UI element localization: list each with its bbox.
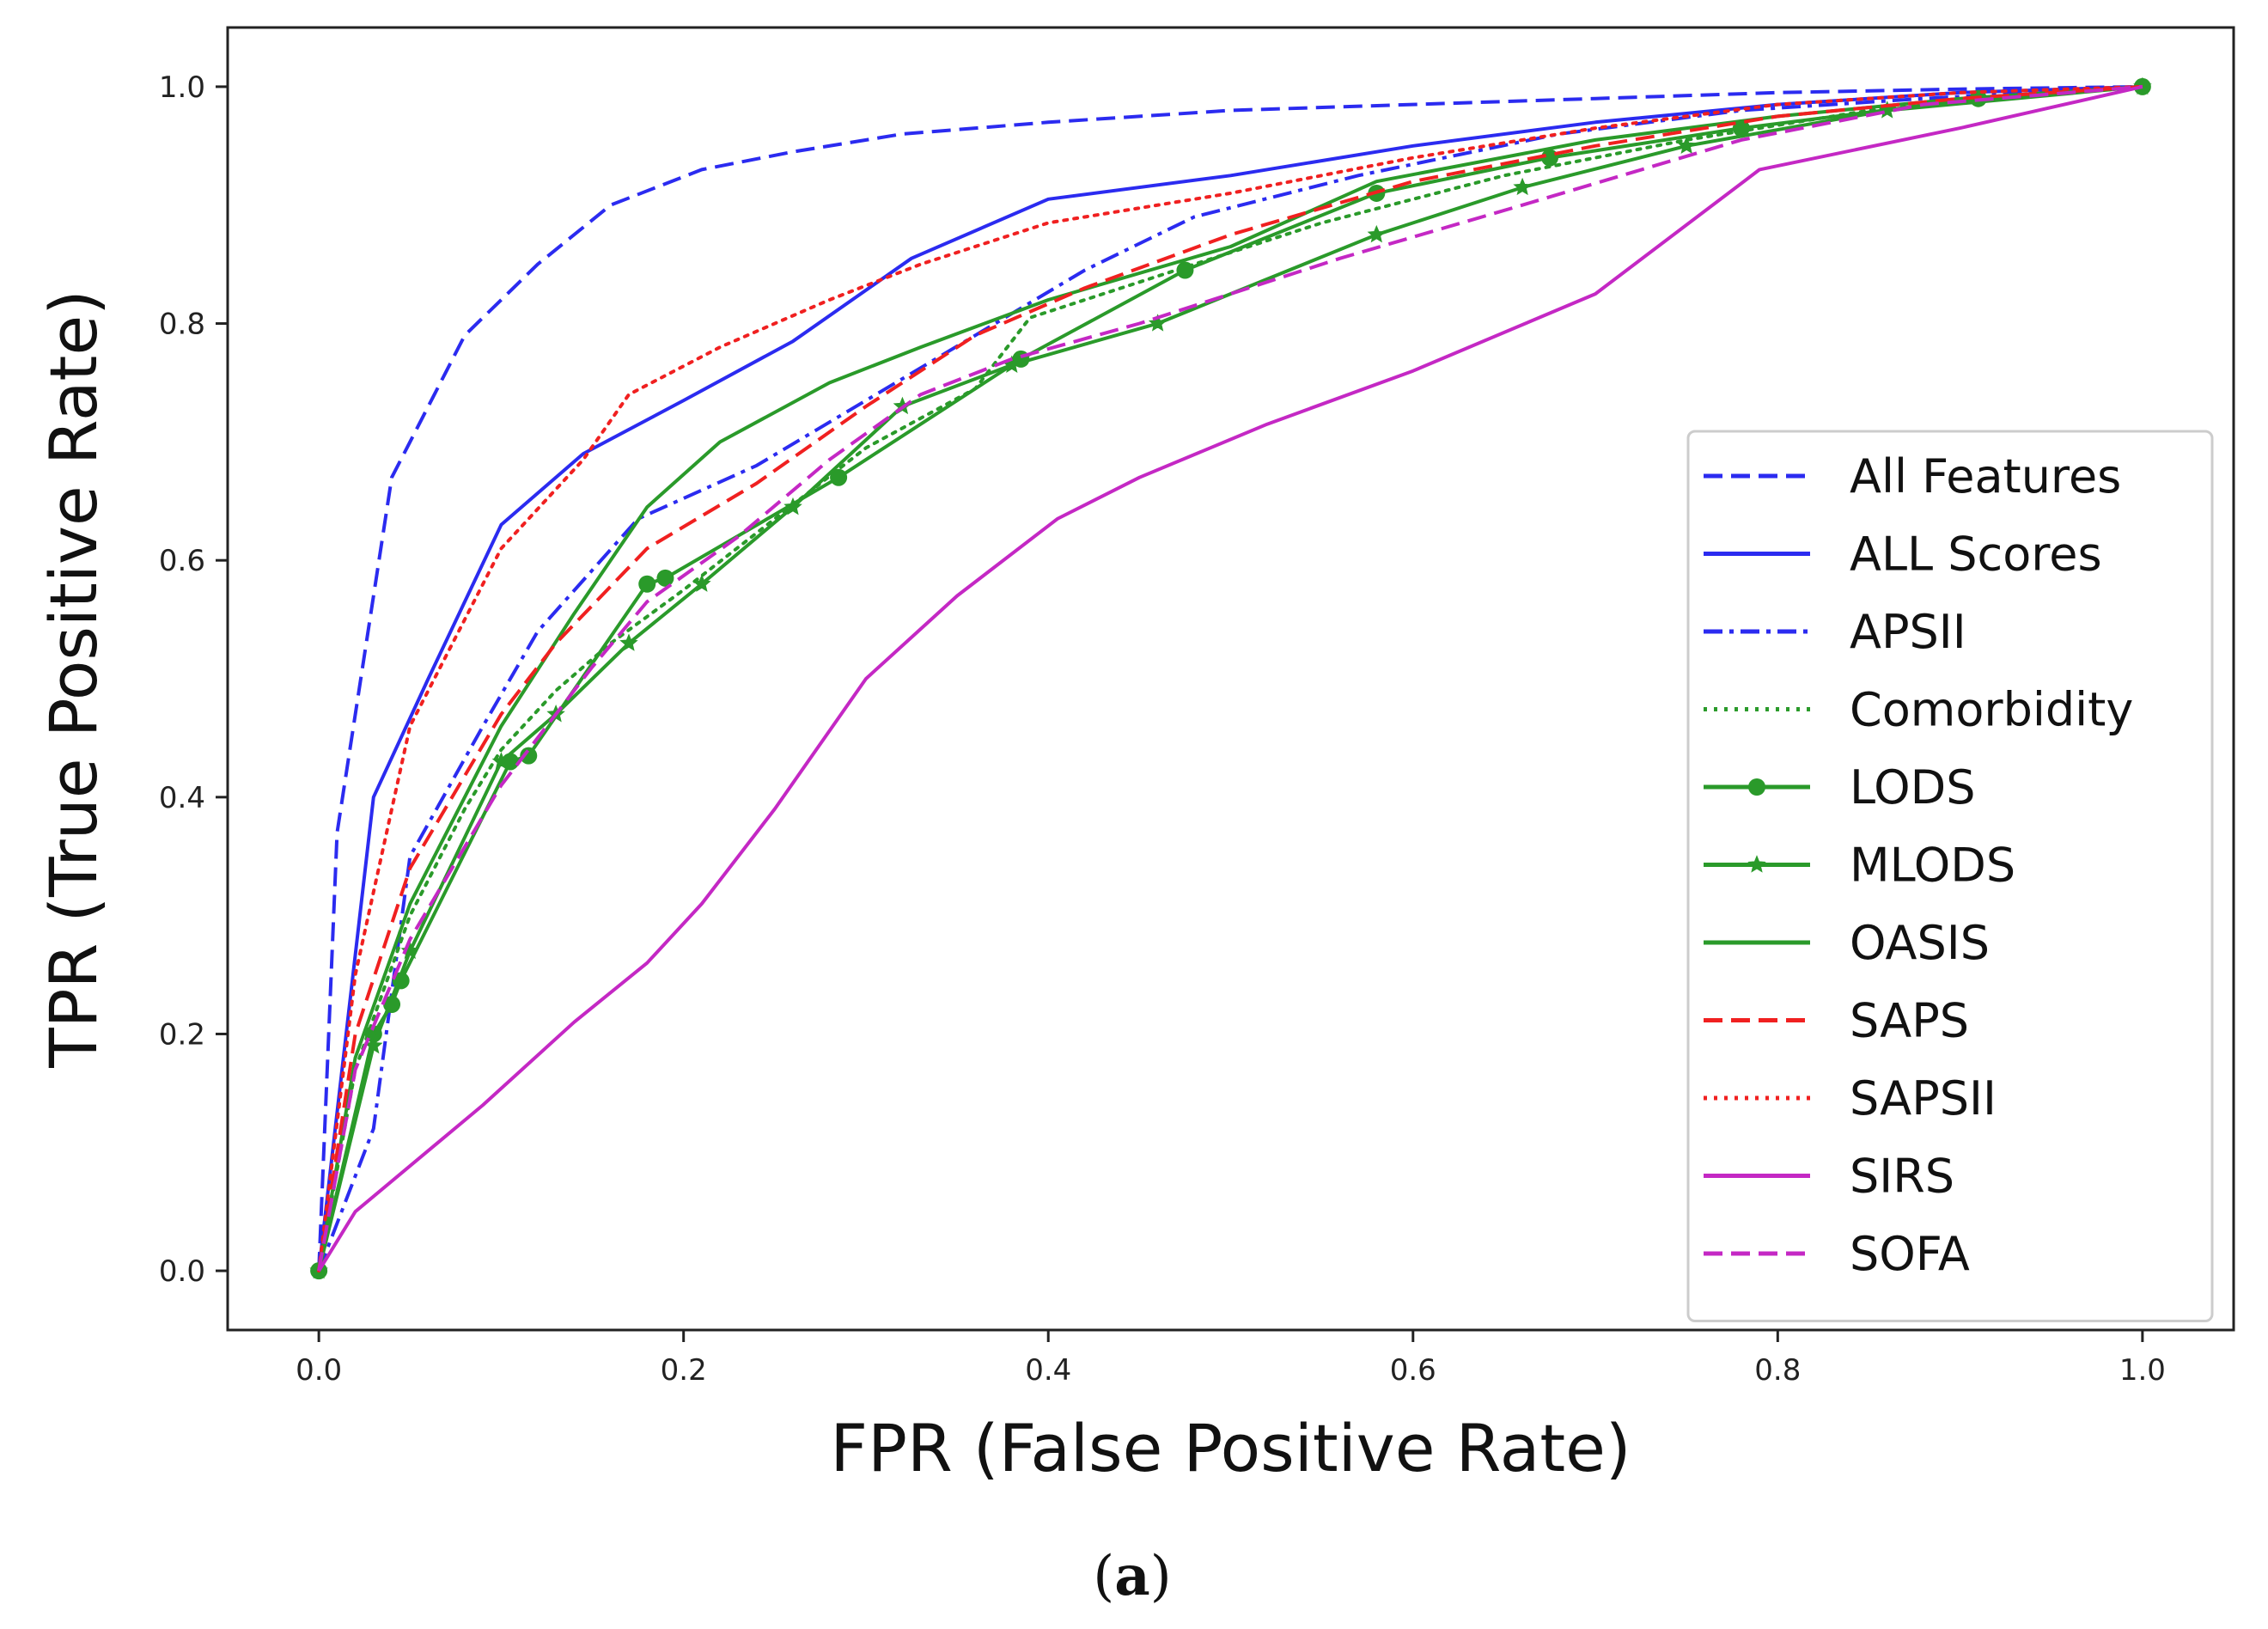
series-line-lods xyxy=(317,84,2143,1272)
series-point-mlods xyxy=(783,497,802,516)
series-line-apsii xyxy=(317,84,2143,1272)
legend-label-comorbidity: Comorbidity xyxy=(1850,683,2133,737)
y-axis-title: TPR (True Positive Rate) xyxy=(35,290,112,1069)
legend-label-lods: LODS xyxy=(1850,760,1976,814)
x-tick-label: 1.0 xyxy=(2119,1353,2166,1388)
series-point-lods xyxy=(638,575,656,593)
y-tick-label: 0.6 xyxy=(159,544,205,578)
y-axis: 0.0 0.2 0.4 0.6 0.8 1.0 xyxy=(159,70,228,1289)
legend-marker-mlods xyxy=(1747,855,1766,873)
legend-label-oasis: OASIS xyxy=(1850,916,1990,970)
series-line-oasis xyxy=(317,84,2143,1272)
series-point-mlods xyxy=(1367,224,1387,243)
series-point-lods xyxy=(830,468,848,486)
legend-label-apsii: APSII xyxy=(1850,605,1966,659)
legend: All Features ALL Scores APSII Comorbidity LO… xyxy=(1686,430,2214,1322)
series-line-mlods xyxy=(317,84,2143,1272)
legend-label-sirs: SIRS xyxy=(1850,1150,1954,1204)
y-tick-label: 0.8 xyxy=(159,308,205,342)
legend-label-sofa: SOFA xyxy=(1850,1227,1970,1281)
legend-label-mlods: MLODS xyxy=(1850,839,2015,893)
caption-label: a xyxy=(1114,1544,1149,1608)
series-line-sapsii xyxy=(317,84,2144,1273)
series-layer xyxy=(309,76,2152,1280)
y-tick-label: 0.4 xyxy=(159,781,205,815)
series-line-all-features xyxy=(317,84,2143,1272)
series-point-mlods xyxy=(1677,136,1696,154)
y-tick-label: 1.0 xyxy=(159,70,205,105)
series-point-mlods xyxy=(1513,177,1532,196)
legend-label-all-scores: ALL Scores xyxy=(1850,528,2102,582)
x-axis: 0.0 0.2 0.4 0.6 0.8 1.0 xyxy=(296,1330,2166,1388)
y-tick-label: 0.0 xyxy=(159,1254,205,1289)
series-point-lods xyxy=(656,569,674,587)
x-axis-title: FPR (False Positive Rate) xyxy=(830,1410,1631,1486)
legend-label-sapsii: SAPSII xyxy=(1850,1071,1997,1126)
y-tick-label: 0.2 xyxy=(159,1017,205,1052)
series-point-mlods xyxy=(692,574,711,592)
series-line-sofa xyxy=(317,84,2143,1272)
series-line-all-scores xyxy=(317,84,2143,1272)
legend-label-all-features: All Features xyxy=(1850,449,2121,503)
legend-label-saps: SAPS xyxy=(1850,994,1969,1048)
x-tick-label: 0.4 xyxy=(1025,1353,1071,1388)
series-line-saps xyxy=(317,84,2143,1272)
x-tick-label: 0.2 xyxy=(661,1353,707,1388)
series-line-sirs xyxy=(317,84,2143,1272)
series-point-mlods xyxy=(2133,76,2152,95)
series-point-lods xyxy=(1540,149,1558,167)
series-point-lods xyxy=(520,747,538,765)
x-tick-label: 0.8 xyxy=(1754,1353,1801,1388)
plot-frame xyxy=(226,26,2235,1332)
series-point-lods xyxy=(1732,119,1750,137)
legend-box xyxy=(1686,430,2214,1322)
figure-caption: (a) xyxy=(1093,1544,1171,1608)
series-point-mlods xyxy=(619,633,638,651)
series-point-mlods xyxy=(400,941,420,960)
legend-marker-lods xyxy=(1748,778,1765,796)
series-point-mlods xyxy=(1148,314,1168,332)
x-tick-label: 0.6 xyxy=(1390,1353,1436,1388)
x-tick-label: 0.0 xyxy=(296,1353,342,1388)
series-point-mlods xyxy=(491,752,511,770)
series-point-lods xyxy=(1176,261,1194,279)
